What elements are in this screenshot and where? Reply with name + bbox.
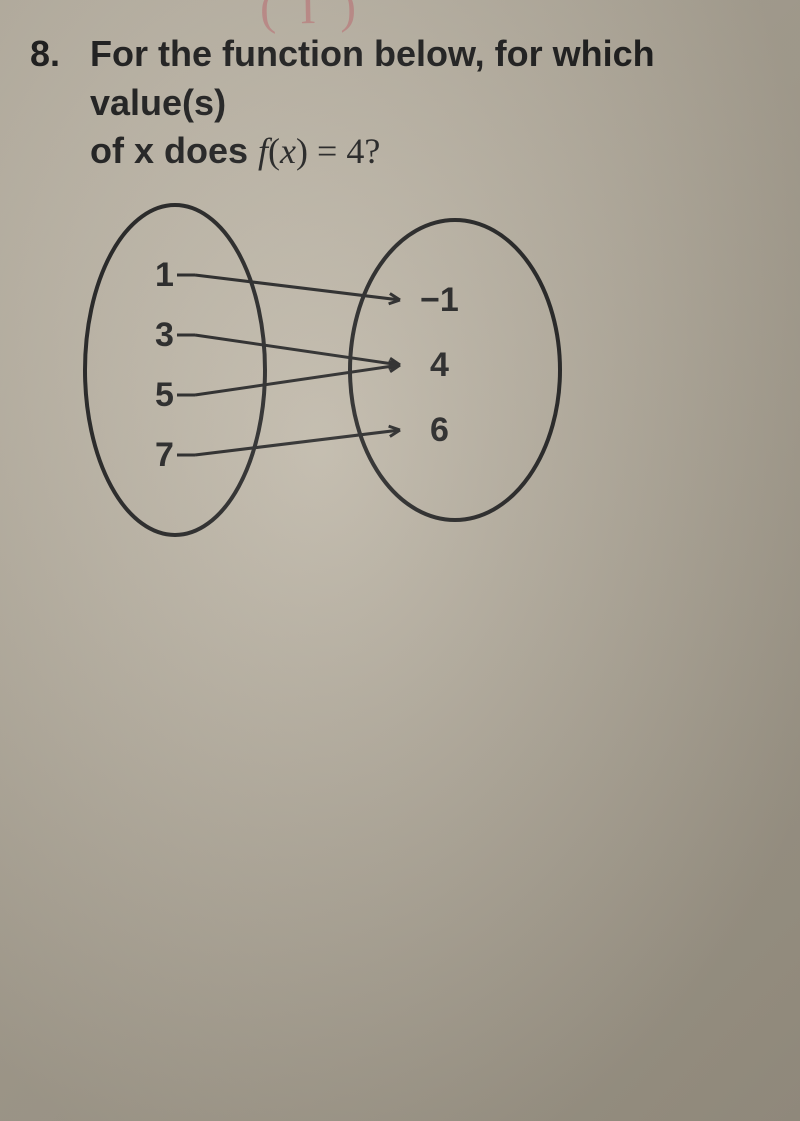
domain-value: 5	[155, 376, 174, 414]
question-number: 8.	[30, 30, 90, 79]
codomain-value: −1	[420, 281, 459, 319]
math-eq4: = 4?	[308, 131, 380, 171]
domain-oval	[85, 205, 265, 535]
mapping-arrow	[195, 365, 400, 395]
mapping-arrow	[195, 335, 400, 365]
question-block: 8.For the function below, for which valu…	[30, 30, 770, 176]
mapping-svg: 1 3 5 7 −1 4 6	[60, 180, 580, 550]
arrowhead	[389, 426, 400, 430]
codomain-value: 6	[430, 411, 449, 449]
math-paren-close: )	[296, 131, 308, 171]
mapping-arrow	[195, 430, 400, 455]
domain-value: 1	[155, 256, 174, 294]
mapping-diagram: 1 3 5 7 −1 4 6	[60, 180, 580, 555]
codomain-oval	[350, 220, 560, 520]
domain-value: 3	[155, 316, 174, 354]
question-text: For the function below, for which value(…	[90, 30, 760, 176]
question-line1: For the function below, for which value(…	[90, 33, 655, 123]
math-paren-open: (	[268, 131, 280, 171]
domain-value: 7	[155, 436, 174, 474]
question-line2-prefix: of x does	[90, 130, 258, 171]
codomain-value: 4	[430, 346, 449, 384]
math-f: f	[258, 131, 268, 171]
math-x: x	[280, 131, 296, 171]
